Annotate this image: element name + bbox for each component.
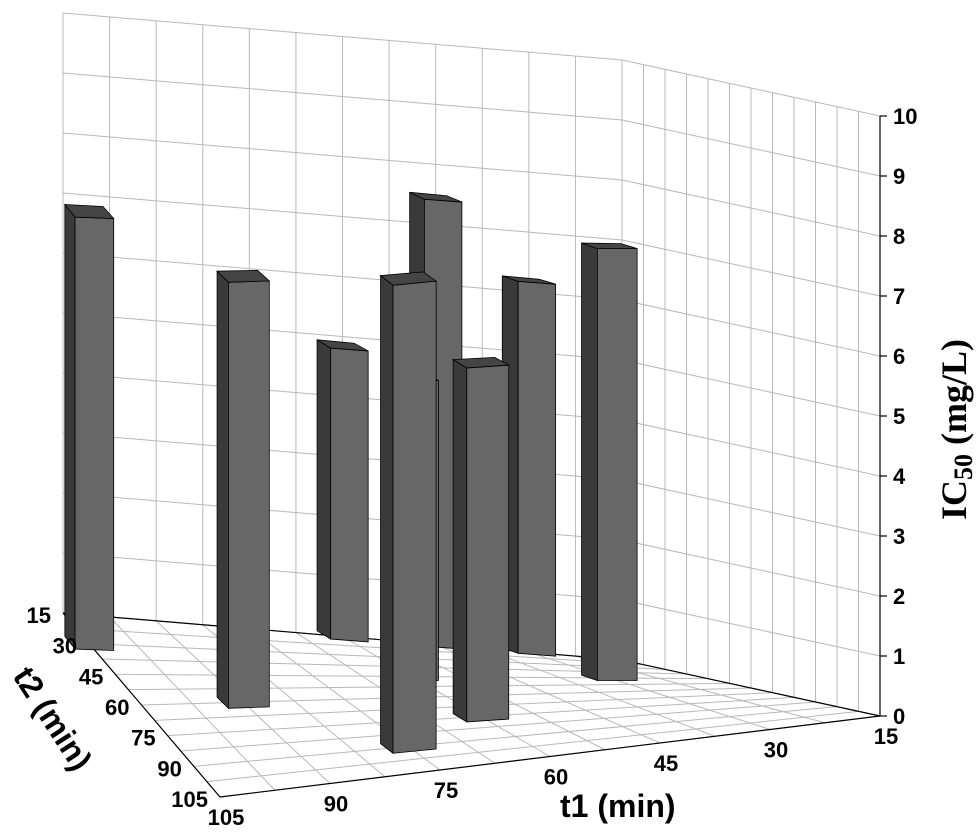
bar-front-face: [596, 248, 638, 681]
bar-front-face: [392, 280, 437, 754]
z-axis-label-subscript: 50: [949, 454, 978, 480]
z-axis-label-main: IC: [934, 480, 974, 520]
y-tick-label: 30: [53, 634, 77, 659]
ticks-layer: 1059075604530151530456075901050123456789…: [27, 104, 918, 830]
side-wall-gridline: [621, 479, 881, 537]
z-tick-label: 2: [893, 584, 905, 609]
floor-gridline: [206, 710, 859, 783]
back-wall-gridline: [62, 192, 623, 241]
x-tick-label: 15: [874, 724, 898, 749]
bar-side-face: [380, 274, 394, 755]
x-tick-label: 60: [544, 765, 568, 790]
bar-top-face: [63, 204, 115, 219]
z-tick-label: 1: [893, 644, 905, 669]
floor-gridline: [89, 643, 666, 670]
bar-top-face: [316, 339, 369, 352]
bar-front-face: [330, 347, 369, 643]
bar-front-face: [228, 280, 270, 709]
x-axis-label: t1 (min): [560, 788, 676, 824]
y-tick-label: 90: [157, 756, 181, 781]
bar-top-face: [216, 269, 271, 283]
side-wall-gridline: [621, 599, 881, 657]
floor-front-edge: [219, 715, 881, 798]
side-wall-gridline: [621, 239, 881, 297]
bar-front-face: [74, 216, 115, 651]
bar-top-face: [409, 191, 463, 203]
bar: [451, 356, 511, 723]
side-wall-gridline: [621, 59, 881, 117]
bar: [581, 242, 638, 682]
z-axis-label-unit: (mg/L): [934, 339, 974, 454]
bar-top-face: [379, 271, 438, 286]
z-tick-label: 4: [893, 464, 906, 489]
x-tick-label: 30: [764, 738, 788, 763]
bar-top-face: [502, 275, 556, 285]
y-tick-label: 60: [105, 695, 129, 720]
bar-side-face: [316, 339, 332, 640]
z-tick-label: 5: [893, 404, 905, 429]
x-tick-label: 105: [208, 805, 245, 830]
back-wall-gridline: [62, 12, 623, 61]
bar: [63, 203, 115, 651]
x-tick-label: 75: [434, 778, 458, 803]
back-wall-gridline: [62, 132, 623, 181]
side-wall-gridline: [621, 299, 881, 357]
side-wall-gridline: [621, 419, 881, 477]
bars-layer: [63, 191, 638, 755]
z-tick-label: 6: [893, 344, 905, 369]
bar-side-face: [216, 270, 229, 710]
bar-front-face: [517, 280, 557, 657]
bar-side-face: [64, 203, 76, 651]
z-tick-label: 3: [893, 524, 905, 549]
floor-gridline: [193, 706, 838, 767]
z-tick-label: 8: [893, 224, 905, 249]
bar-side-face: [452, 358, 468, 723]
z-tick-label: 7: [893, 284, 905, 309]
bar-top-face: [581, 242, 638, 249]
side-wall-gridline: [621, 119, 881, 177]
side-wall-gridline: [621, 539, 881, 597]
back-wall-gridline: [62, 72, 623, 121]
y-tick-label: 105: [171, 787, 208, 812]
x-tick-label: 45: [654, 751, 678, 776]
floor-right-edge: [621, 659, 881, 717]
side-wall-gridline: [621, 359, 881, 417]
y-tick-label: 75: [131, 726, 155, 751]
z-tick-label: 10: [893, 104, 917, 129]
bar-top-face: [451, 356, 511, 369]
bar-front-face: [466, 364, 510, 723]
z-axis-label: IC50 (mg/L): [934, 339, 978, 520]
bar: [379, 271, 438, 755]
floor-gridline: [180, 701, 816, 752]
y-tick-label: 15: [27, 603, 51, 628]
bar: [216, 269, 271, 710]
side-wall-gridline: [621, 179, 881, 237]
bar: [316, 339, 369, 643]
bar-side-face: [581, 242, 598, 682]
z-tick-label: 0: [893, 704, 905, 729]
z-tick-label: 9: [893, 164, 905, 189]
floor-gridline: [76, 627, 644, 666]
y-tick-label: 45: [79, 664, 103, 689]
bar: [501, 275, 557, 657]
x-tick-label: 90: [324, 792, 348, 817]
